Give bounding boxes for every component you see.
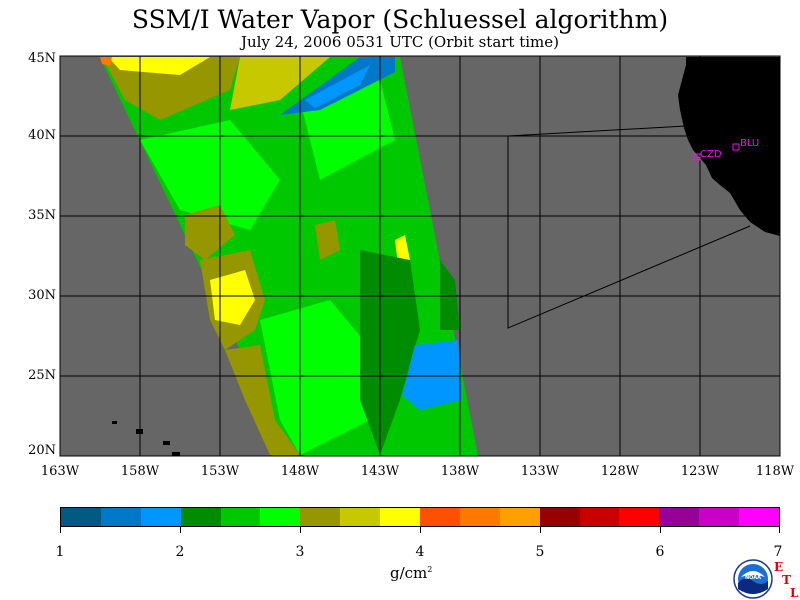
units-main: g/cm <box>390 564 428 582</box>
lat-label-45n: 45N <box>28 51 56 66</box>
page-subtitle: July 24, 2006 0531 UTC (Orbit start time… <box>240 33 560 51</box>
grid-lines <box>60 56 780 456</box>
color-swatch-4 <box>180 508 221 526</box>
color-swatch-9 <box>380 508 421 526</box>
etl-letter-t: T <box>782 573 791 587</box>
cbar-label-7: 7 <box>773 544 783 560</box>
color-swatch-15 <box>619 508 660 526</box>
swath-olive-island <box>315 220 340 260</box>
map-frame <box>59 55 781 457</box>
cbar-label-3: 3 <box>295 544 305 560</box>
swath-south-olive <box>225 345 300 455</box>
lat-label-30n: 30N <box>28 288 56 303</box>
swath-south-dark <box>360 250 420 455</box>
swath-east-blue <box>402 340 462 410</box>
lat-label-35n: 35N <box>28 208 56 223</box>
lon-label-143w: 143W <box>360 464 400 479</box>
cbar-tick-4 <box>420 527 421 533</box>
swath-north-olive <box>102 57 240 120</box>
lon-label-138w: 138W <box>440 464 480 479</box>
station-blu: BLU <box>732 138 759 151</box>
color-swatch-12 <box>499 508 540 526</box>
lon-label-133w: 133W <box>520 464 560 479</box>
color-swatch-17 <box>699 508 740 526</box>
etl-letter-e: E <box>774 560 784 574</box>
lon-label-153w: 153W <box>200 464 240 479</box>
lat-label-25n: 25N <box>28 368 56 383</box>
cbar-tick-2 <box>180 527 181 533</box>
swath-south-bright <box>260 300 380 455</box>
swath-band-bright-1 <box>140 120 280 230</box>
color-swatch-11 <box>459 508 500 526</box>
swath-moist-blue-2 <box>305 65 370 108</box>
color-swatch-14 <box>579 508 620 526</box>
cbar-tick-6 <box>660 527 661 533</box>
color-swatch-3 <box>140 508 181 526</box>
color-swatch-1 <box>61 508 101 526</box>
station-czd-label: CZD <box>700 149 722 160</box>
swath-yellow-strip <box>395 235 410 265</box>
cbar-label-2: 2 <box>175 544 185 560</box>
color-swatch-10 <box>420 508 460 526</box>
lon-label-128w: 128W <box>600 464 640 479</box>
cbar-label-1: 1 <box>55 544 65 560</box>
color-swatch-18 <box>739 508 780 526</box>
color-scale-bar <box>60 507 780 527</box>
color-swatch-6 <box>260 508 301 526</box>
station-czd: CZD <box>693 149 722 161</box>
lon-label-118w: 118W <box>755 464 795 479</box>
noaa-logo-icon: NOAA <box>733 559 773 599</box>
cbar-tick-5 <box>540 527 541 533</box>
swath-north-orange <box>100 57 112 66</box>
cbar-label-5: 5 <box>535 544 545 560</box>
lon-label-148w: 148W <box>280 464 320 479</box>
svg-text:NOAA: NOAA <box>745 575 761 581</box>
units-sup: 2 <box>427 565 433 574</box>
swath-north-yellow <box>108 57 210 75</box>
cbar-tick-1 <box>60 527 61 533</box>
lat-label-40n: 40N <box>28 128 56 143</box>
color-swatch-13 <box>539 508 580 526</box>
cbar-tick-7 <box>779 527 780 533</box>
lon-label-123w: 123W <box>680 464 720 479</box>
swath-east-dark <box>440 260 460 330</box>
swath-band-olive <box>230 57 330 110</box>
color-swatch-2 <box>100 508 141 526</box>
lon-label-163w: 163W <box>40 464 80 479</box>
ssmi-swath <box>100 57 478 455</box>
swath-central-yellow <box>210 270 255 325</box>
color-swatch-16 <box>659 508 700 526</box>
color-swatch-5 <box>220 508 261 526</box>
color-swatch-7 <box>300 508 341 526</box>
cbar-label-6: 6 <box>655 544 665 560</box>
boundary-lines <box>507 125 751 329</box>
lat-label-20n: 20N <box>28 443 56 458</box>
swath-west-olive <box>185 205 235 260</box>
cbar-label-4: 4 <box>415 544 425 560</box>
color-swatch-8 <box>340 508 381 526</box>
page-title: SSM/I Water Vapor (Schluessel algorithm) <box>131 5 669 34</box>
cbar-tick-3 <box>300 527 301 533</box>
lon-label-158w: 158W <box>120 464 160 479</box>
units-label: g/cm2 <box>390 564 432 582</box>
north-america-land <box>678 57 780 236</box>
station-blu-label: BLU <box>740 138 759 149</box>
etl-letter-l: L <box>790 586 799 600</box>
